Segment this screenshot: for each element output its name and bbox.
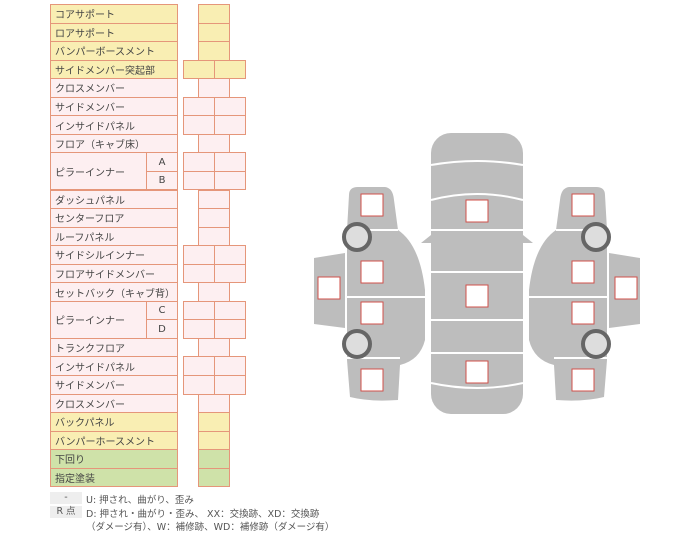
rating-cell[interactable] [214,375,246,395]
wheel-icon [342,222,372,252]
rating-cell[interactable] [214,170,246,191]
rating-cell[interactable] [198,467,230,488]
damage-marker[interactable] [571,260,595,284]
damage-marker[interactable] [571,193,595,217]
damage-marker[interactable] [360,193,384,217]
legend-text-w: （ダメージ有）、W：補修跡、WD：補修跡（ダメージ有） [86,522,335,533]
damage-marker[interactable] [465,360,489,384]
legend-key-r: R 点 [50,506,82,518]
legend-key-dash: - [50,492,82,504]
legend-text-d: D: 押され・曲がり・歪み、 XX：交換跡、XD：交換跡 [86,509,320,520]
rating-cell[interactable] [214,319,246,339]
damage-marker[interactable] [571,301,595,325]
damage-marker[interactable] [465,284,489,308]
wheel-icon [581,222,611,252]
damage-marker[interactable] [614,276,638,300]
rating-cell[interactable] [214,59,246,80]
damage-marker[interactable] [360,368,384,392]
row-label: 指定塗装 [50,467,178,488]
wheel-icon [342,329,372,359]
wheel-icon [581,329,611,359]
damage-marker[interactable] [317,276,341,300]
car-top-body [431,133,523,414]
car-right-side [529,187,607,401]
rating-cell[interactable] [214,115,246,135]
legend-text-u: U: 押され、曲がり、歪み [86,495,194,506]
damage-marker[interactable] [465,199,489,223]
car-left-side [347,187,425,401]
damage-marker[interactable] [360,260,384,284]
rating-cell[interactable] [214,263,246,284]
damage-marker[interactable] [571,368,595,392]
damage-marker[interactable] [360,301,384,325]
